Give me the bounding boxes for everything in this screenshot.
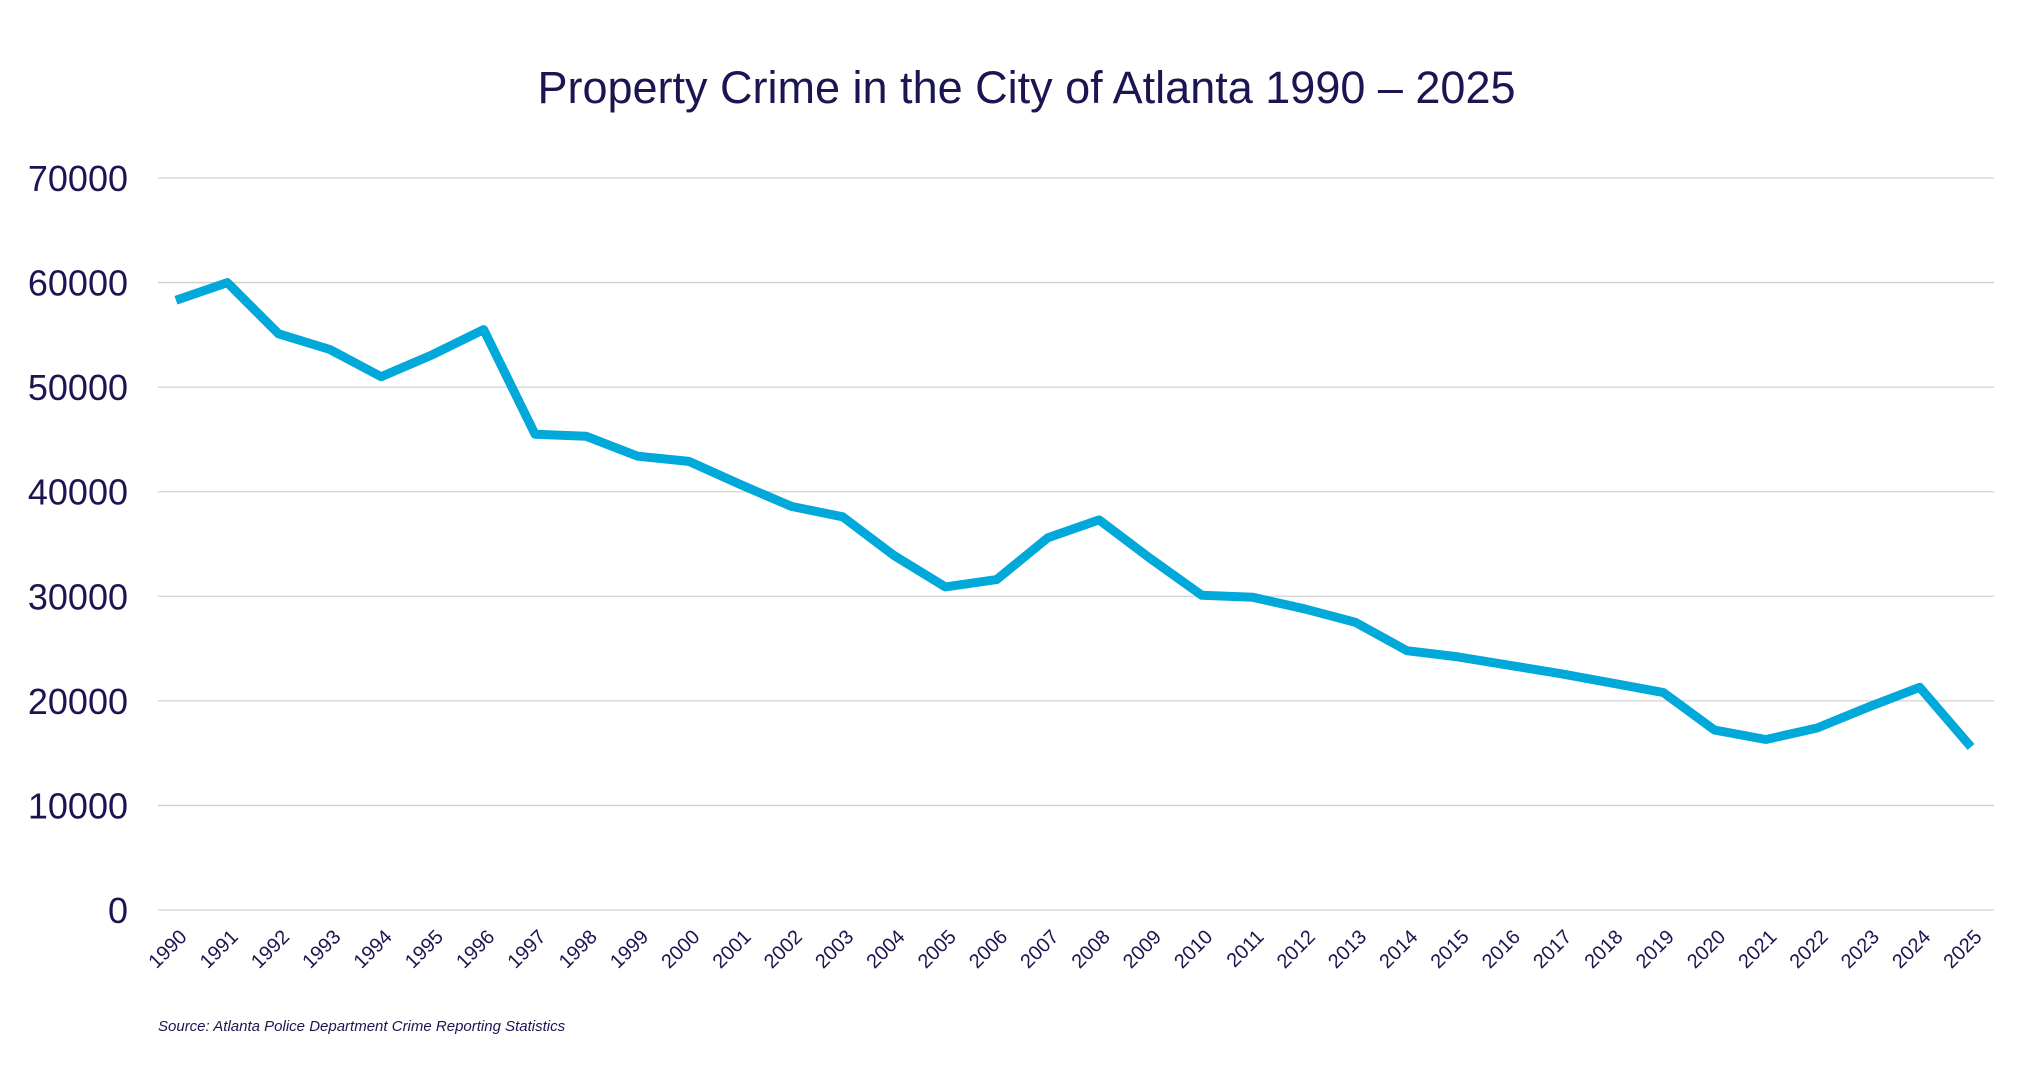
x-tick-label: 1994 [350,926,397,973]
y-tick-label: 60000 [28,263,128,304]
y-tick-label: 20000 [28,681,128,722]
x-tick-label: 1992 [247,926,294,973]
x-tick-label: 1999 [606,926,653,973]
x-tick-label: 1991 [196,926,243,973]
x-tick-label: 2011 [1223,926,1269,972]
x-tick-label: 2005 [914,926,961,973]
x-tick-label: 2013 [1324,926,1371,973]
x-tick-label: 2003 [811,926,858,973]
x-tick-label: 2000 [657,926,704,973]
x-tick-label: 2022 [1786,926,1833,973]
x-tick-label: 1998 [555,926,602,973]
x-tick-label: 2021 [1734,926,1781,973]
x-tick-label: 2004 [863,926,910,973]
x-tick-label: 1996 [452,926,499,973]
x-tick-label: 2014 [1375,926,1422,973]
source-note: Source: Atlanta Police Department Crime … [158,1018,566,1035]
x-tick-label: 2018 [1581,926,1628,973]
x-tick-label: 2025 [1940,926,1987,973]
x-tick-label: 2002 [760,926,807,973]
x-tick-label: 2010 [1170,926,1217,973]
chart-title: Property Crime in the City of Atlanta 19… [537,62,1516,113]
x-tick-label: 2024 [1888,926,1935,973]
x-tick-label: 2008 [1068,926,1115,973]
x-tick-label: 2007 [1016,926,1063,973]
y-tick-label: 10000 [28,785,128,826]
x-tick-label: 2015 [1427,926,1474,973]
x-tick-label: 2001 [709,926,756,973]
x-tick-label: 2017 [1529,926,1576,973]
x-tick-label: 2023 [1837,926,1884,973]
x-tick-label: 2006 [965,926,1012,973]
y-tick-label: 70000 [28,158,128,199]
x-tick-label: 2009 [1119,926,1166,973]
x-tick-label: 1995 [401,926,448,973]
x-tick-label: 2020 [1683,926,1730,973]
x-tick-label: 1990 [145,926,192,973]
x-tick-label: 2012 [1273,926,1320,973]
y-tick-label: 0 [108,890,128,931]
x-tick-label: 2019 [1632,926,1679,973]
y-tick-label: 40000 [28,472,128,513]
x-tick-label: 1993 [298,926,345,973]
x-tick-label: 1997 [504,926,551,973]
y-tick-label: 50000 [28,367,128,408]
series-line [174,278,1975,750]
x-tick-label: 2016 [1478,926,1525,973]
y-tick-label: 30000 [28,576,128,617]
